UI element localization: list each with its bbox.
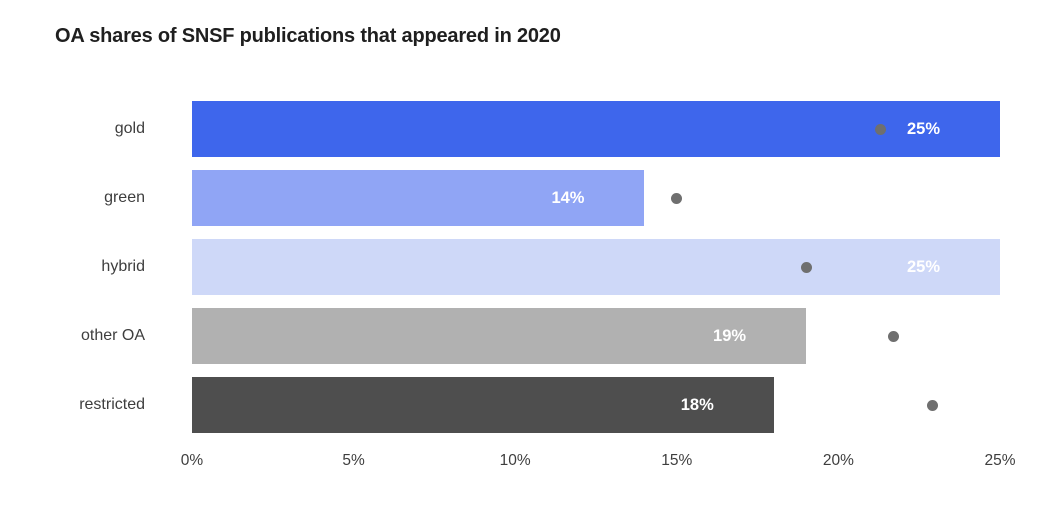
bar-value-label: 14% <box>551 188 585 207</box>
bar: 25% <box>192 239 1000 295</box>
bar: 25% <box>192 101 1000 157</box>
x-axis-tick-label: 5% <box>342 452 365 469</box>
bar-value-label: 25% <box>906 257 940 276</box>
bar: 19% <box>192 308 807 364</box>
bar: 18% <box>192 377 774 433</box>
comparison-dot <box>671 192 683 204</box>
category-label: other OA <box>80 327 145 344</box>
category-label: restricted <box>79 396 145 413</box>
bar: 14% <box>192 170 645 226</box>
category-label: hybrid <box>101 258 145 275</box>
x-axis-tick-label: 20% <box>822 452 854 469</box>
chart-title: OA shares of SNSF publications that appe… <box>55 25 561 47</box>
x-axis-tick-label: 10% <box>499 452 531 469</box>
x-axis-tick-label: 15% <box>661 452 693 469</box>
bar-value-label: 18% <box>680 395 714 414</box>
bar-value-label: 25% <box>906 119 940 138</box>
category-label: green <box>104 189 145 206</box>
comparison-dot <box>800 261 812 273</box>
comparison-dot <box>887 330 899 342</box>
x-axis-tick-label: 25% <box>984 452 1016 469</box>
category-label: gold <box>114 120 145 137</box>
x-axis-tick-label: 0% <box>180 452 204 469</box>
comparison-dot <box>874 123 886 135</box>
bar-value-label: 19% <box>713 326 747 345</box>
comparison-dot <box>926 399 938 411</box>
